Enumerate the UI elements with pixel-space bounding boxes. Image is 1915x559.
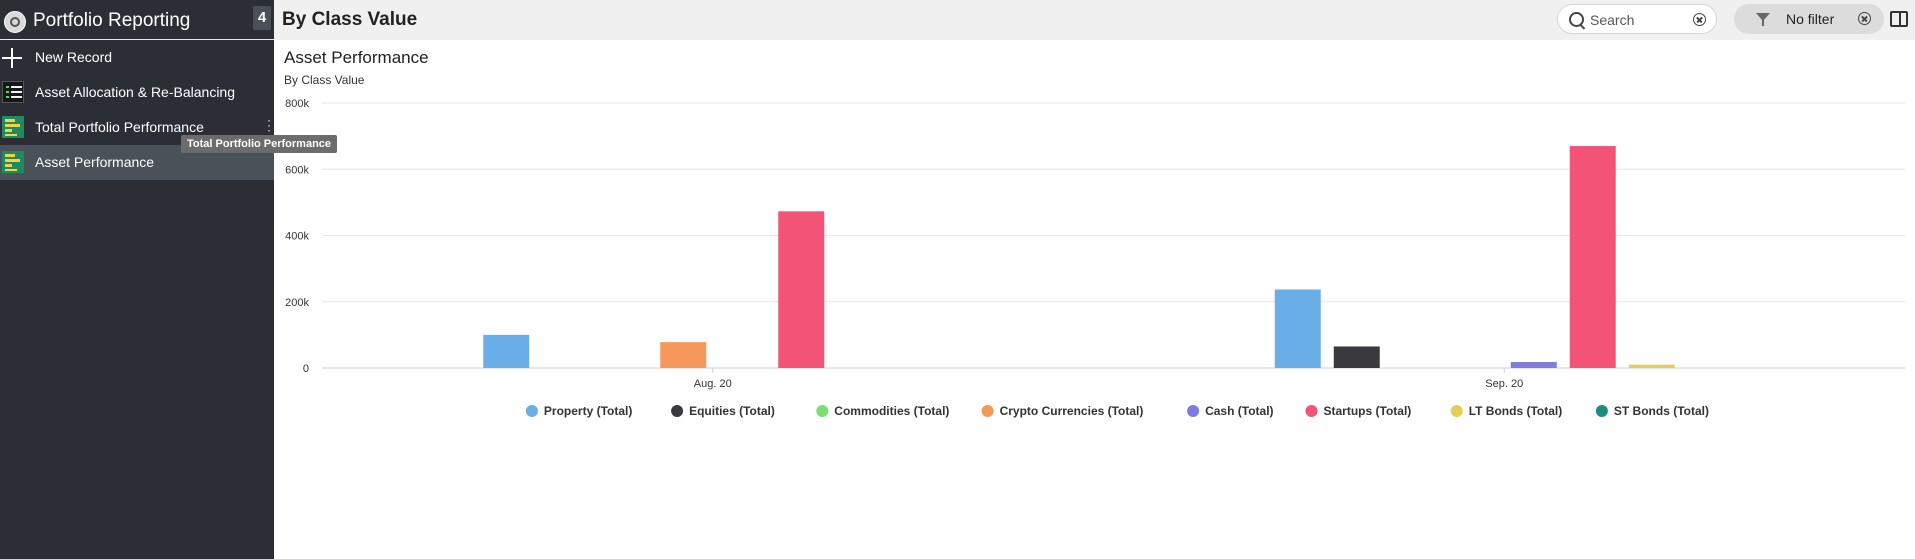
- bar[interactable]: [1510, 362, 1557, 368]
- legend-marker[interactable]: [981, 405, 994, 417]
- app-title: Portfolio Reporting: [33, 10, 191, 31]
- sidebar: Portfolio Reporting 4 New Record Asset A…: [0, 0, 276, 559]
- sidebar-item-asset-allocation[interactable]: Asset Allocation & Re-Balancing: [0, 75, 274, 110]
- clear-filter-icon[interactable]: [1858, 12, 1871, 25]
- legend-marker[interactable]: [525, 405, 538, 417]
- x-tick-label: Sep. 20: [1485, 378, 1523, 390]
- legend-marker[interactable]: [1305, 405, 1318, 417]
- x-tick-label: Aug. 20: [694, 378, 732, 390]
- bar[interactable]: [483, 334, 530, 368]
- chart-subtitle: By Class Value: [284, 73, 365, 87]
- y-tick-label: 800k: [285, 98, 309, 110]
- tooltip: Total Portfolio Performance: [181, 135, 338, 153]
- legend-label[interactable]: Crypto Currencies (Total): [1000, 404, 1144, 418]
- legend-marker[interactable]: [1187, 405, 1200, 417]
- sidebar-item-label: Total Portfolio Performance: [35, 119, 204, 135]
- legend-label[interactable]: Property (Total): [544, 404, 632, 418]
- app-logo-icon[interactable]: [4, 11, 26, 33]
- y-tick-label: 200k: [285, 297, 309, 309]
- search-input[interactable]: [1588, 10, 1688, 30]
- clear-search-icon[interactable]: [1693, 13, 1706, 26]
- filter-icon: [1756, 13, 1770, 26]
- bar[interactable]: [1274, 289, 1321, 368]
- plus-icon: [2, 48, 22, 68]
- bar[interactable]: [660, 342, 707, 368]
- legend-label[interactable]: Cash (Total): [1205, 404, 1273, 418]
- legend-label[interactable]: Commodities (Total): [834, 404, 949, 418]
- y-tick-label: 600k: [285, 164, 309, 176]
- y-tick-label: 0: [303, 363, 309, 375]
- sidebar-header: Portfolio Reporting 4: [0, 0, 274, 40]
- legend-marker[interactable]: [1595, 405, 1608, 417]
- top-bar: By Class Value No filter: [274, 0, 1915, 40]
- count-badge[interactable]: 4: [253, 6, 271, 30]
- search-icon: [1569, 12, 1584, 27]
- filter-button[interactable]: No filter: [1734, 4, 1884, 34]
- legend-marker[interactable]: [816, 405, 829, 417]
- sidebar-item-new-record[interactable]: New Record: [0, 40, 274, 75]
- more-options-icon[interactable]: [262, 117, 276, 134]
- bar-chart: 0 200k 400k 600k 800k Aug. 20 Sep. 20 Property …: [285, 98, 1905, 418]
- toggle-panel-icon[interactable]: [1890, 11, 1908, 27]
- legend-label[interactable]: LT Bonds (Total): [1469, 404, 1563, 418]
- bar-chart-icon: [2, 151, 24, 173]
- search-box[interactable]: [1557, 4, 1717, 34]
- legend-label[interactable]: Startups (Total): [1324, 404, 1412, 418]
- legend-marker[interactable]: [1450, 405, 1463, 417]
- bar[interactable]: [1628, 364, 1675, 368]
- legend-marker[interactable]: [671, 405, 684, 417]
- bar-chart-icon: [2, 116, 24, 138]
- sidebar-item-label: New Record: [35, 49, 113, 65]
- sidebar-item-label: Asset Allocation & Re-Balancing: [35, 84, 235, 100]
- bar[interactable]: [1333, 346, 1380, 368]
- sidebar-item-label: Asset Performance: [35, 154, 155, 170]
- y-tick-label: 400k: [285, 231, 309, 243]
- bar[interactable]: [778, 211, 825, 368]
- chart-title: Asset Performance: [284, 48, 429, 67]
- sidebar-item-total-portfolio-performance[interactable]: Total Portfolio Performance: [0, 110, 276, 145]
- legend-label[interactable]: Equities (Total): [689, 404, 775, 418]
- legend-label[interactable]: ST Bonds (Total): [1614, 404, 1709, 418]
- list-icon: [2, 81, 24, 103]
- filter-label: No filter: [1786, 11, 1835, 27]
- page-title: By Class Value: [282, 9, 418, 30]
- bar[interactable]: [1569, 146, 1616, 368]
